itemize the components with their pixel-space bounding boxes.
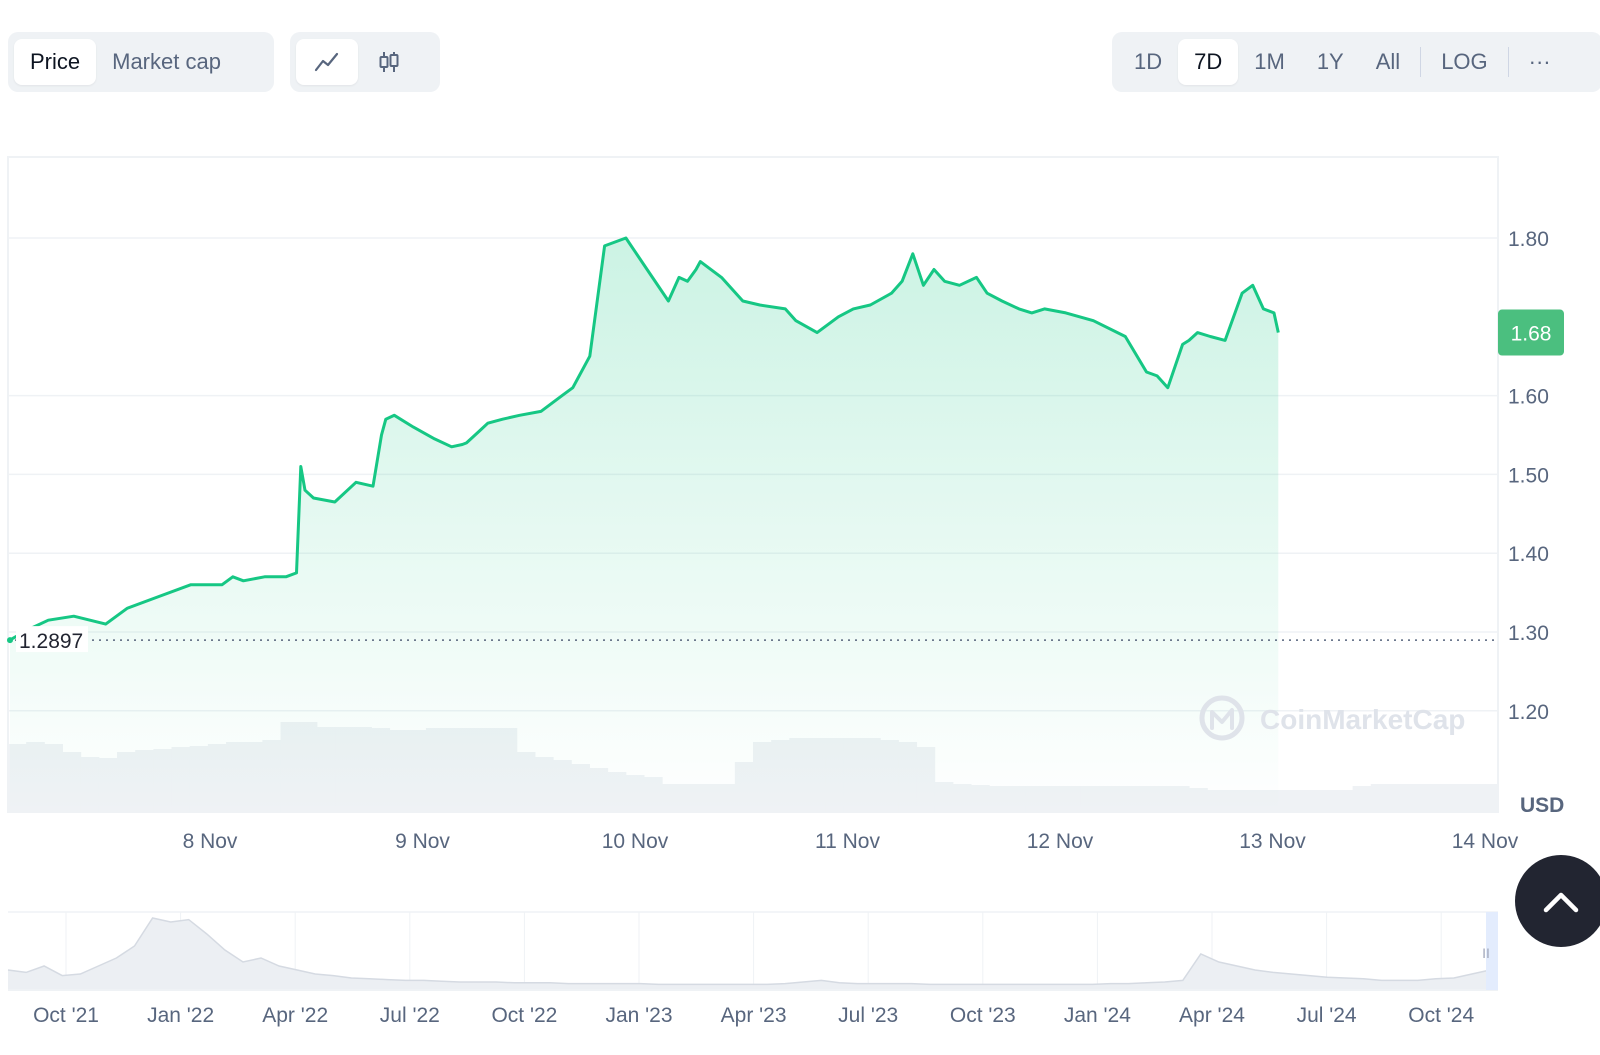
more-options-button[interactable]: ···: [1528, 49, 1551, 74]
volume-bar: [1316, 790, 1335, 812]
watermark-text: CoinMarketCap: [1260, 704, 1465, 735]
x-tick-label: 13 Nov: [1239, 830, 1306, 853]
divider: [1507, 47, 1509, 77]
volume-bar: [1461, 784, 1481, 812]
volume-bar: [1334, 790, 1354, 812]
navigator-handle: II: [1482, 945, 1490, 961]
navigator-selection: [1486, 912, 1498, 990]
range-1m-button[interactable]: 1M: [1254, 49, 1285, 74]
x-tick-label: 9 Nov: [395, 830, 450, 853]
open-price-dot: [7, 637, 13, 644]
scroll-to-top-button[interactable]: [1515, 855, 1600, 947]
volume-bar: [1407, 784, 1426, 812]
volume-bar: [1352, 786, 1372, 812]
open-price-label-bg: [16, 626, 88, 653]
y-tick-label: 1.40: [1508, 543, 1549, 566]
range-7d-button[interactable]: 7D: [1178, 39, 1239, 85]
navigator-x-label: Jul '24: [1297, 1004, 1357, 1027]
volume-bar: [1388, 784, 1408, 812]
navigator-x-label: Jan '22: [147, 1004, 214, 1027]
time-range-toggle: 1D 7D 1M 1Y All LOG ···: [1112, 32, 1600, 92]
navigator-x-label: Apr '23: [721, 1004, 787, 1027]
candlestick-button[interactable]: [358, 39, 420, 85]
open-price-label: 1.2897: [19, 630, 83, 653]
volume-bar: [1479, 784, 1499, 812]
y-tick-label: 1.80: [1508, 228, 1549, 251]
volume-bar: [1443, 784, 1463, 812]
metric-toggle: Price Market cap: [8, 32, 274, 92]
price-line: [9, 236, 1280, 642]
chevron-up-icon: [1543, 892, 1579, 913]
log-scale-button[interactable]: LOG: [1441, 49, 1488, 74]
y-tick-label: 1.30: [1508, 622, 1549, 645]
navigator-x-label: Jan '23: [605, 1004, 672, 1027]
chart-type-toggle: [290, 32, 440, 92]
x-tick-label: 14 Nov: [1452, 830, 1519, 853]
navigator-x-label: Oct '23: [950, 1004, 1016, 1027]
x-tick-label: 12 Nov: [1027, 830, 1094, 853]
volume-bar: [1370, 784, 1390, 812]
coinmarketcap-watermark: CoinMarketCap: [1199, 695, 1465, 741]
line-chart-icon: [314, 52, 339, 72]
range-1d-button[interactable]: 1D: [1134, 49, 1163, 74]
navigator-x-label: Oct '21: [33, 1004, 99, 1027]
navigator-x-label: Apr '22: [262, 1004, 328, 1027]
navigator-x-label: Jul '23: [838, 1004, 898, 1027]
navigator-area: [8, 918, 1490, 990]
navigator-x-label: Oct '24: [1408, 1004, 1474, 1027]
navigator-x-label: Jan '24: [1064, 1004, 1131, 1027]
range-all-button[interactable]: All: [1375, 49, 1401, 74]
navigator-line: [7, 917, 1491, 986]
range-1y-button[interactable]: 1Y: [1316, 49, 1344, 74]
market-cap-tab[interactable]: Market cap: [112, 49, 221, 74]
current-price-label: 1.68: [1511, 323, 1552, 346]
x-tick-label: 8 Nov: [183, 830, 238, 853]
navigator-x-label: Oct '22: [491, 1004, 557, 1027]
volume-bar: [1425, 784, 1444, 812]
navigator-x-label: Apr '24: [1179, 1004, 1245, 1027]
price-area: [10, 238, 1279, 812]
price-tab[interactable]: Price: [14, 39, 97, 85]
current-price-badge: [1498, 309, 1564, 356]
y-tick-label: 1.50: [1508, 464, 1549, 487]
divider: [1420, 47, 1422, 77]
currency-label: USD: [1520, 794, 1564, 817]
navigator-x-label: Jul '22: [380, 1004, 440, 1027]
volume-bar: [1279, 790, 1299, 812]
y-tick-label: 1.60: [1508, 386, 1549, 409]
volume-bar: [1298, 790, 1317, 812]
candlestick-icon: [379, 52, 399, 72]
x-tick-label: 10 Nov: [602, 830, 669, 853]
line-chart-button[interactable]: [296, 39, 358, 85]
y-tick-label: 1.20: [1508, 701, 1549, 724]
x-tick-label: 11 Nov: [815, 830, 880, 853]
